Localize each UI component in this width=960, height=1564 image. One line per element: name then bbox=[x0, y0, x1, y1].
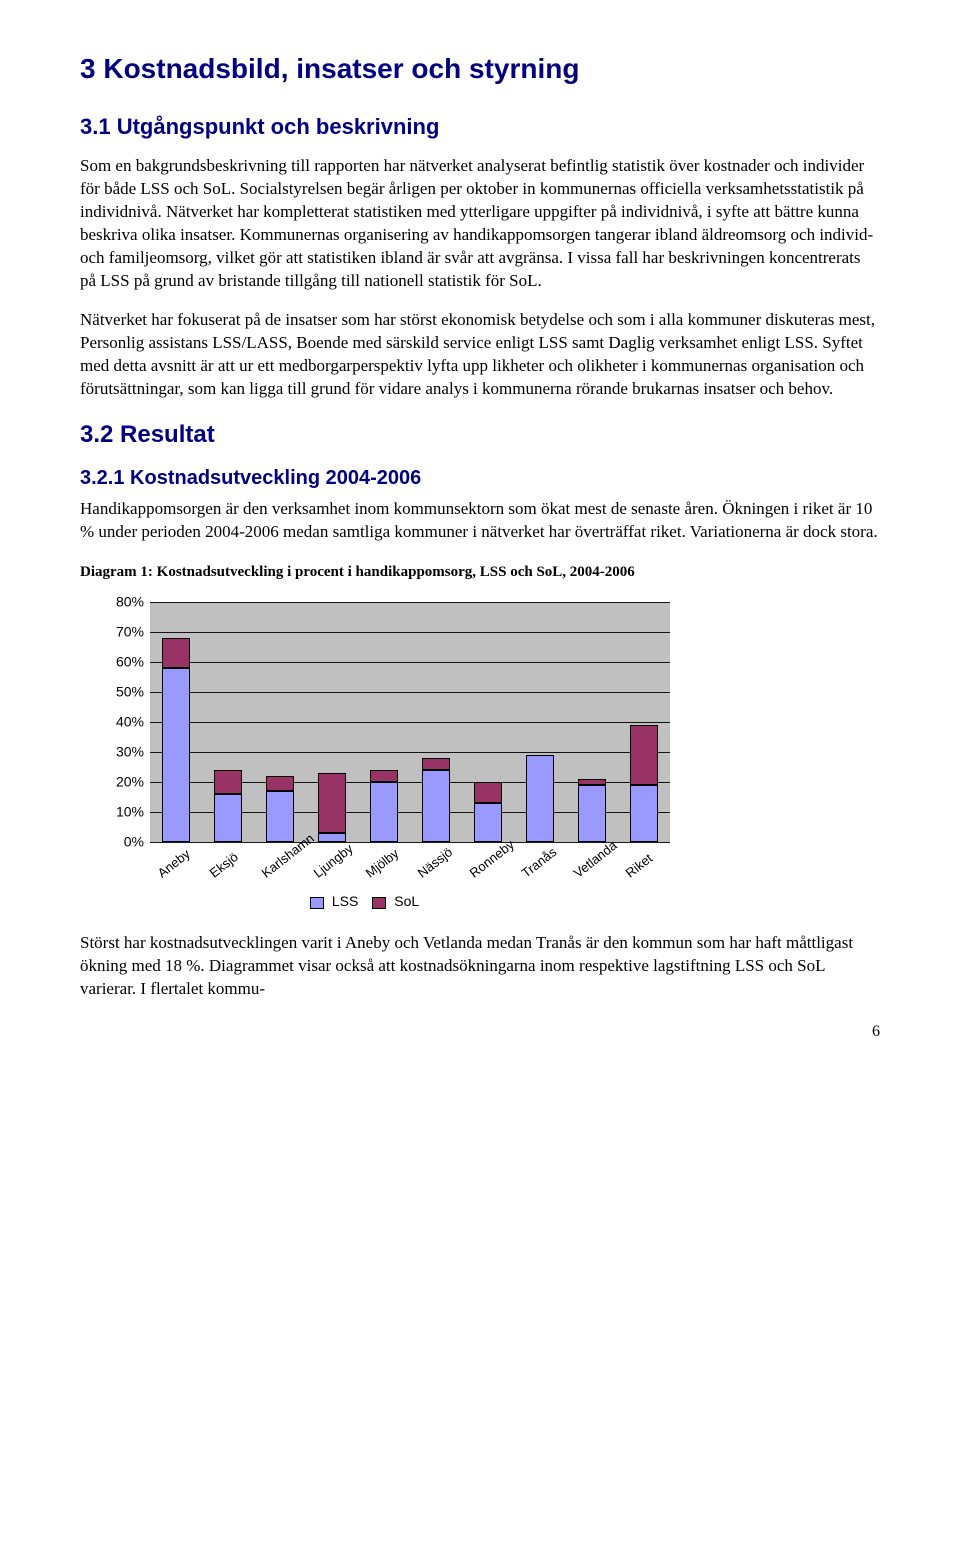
paragraph-1: Som en bakgrundsbeskrivning till rapport… bbox=[80, 155, 880, 293]
legend-item-sol: SoL bbox=[372, 892, 419, 911]
legend-swatch-sol bbox=[372, 897, 386, 909]
chart-y-tick: 10% bbox=[80, 803, 144, 822]
chart-y-tick: 70% bbox=[80, 623, 144, 642]
chart-x-label: Mjölby bbox=[362, 845, 402, 882]
paragraph-2: Nätverket har fokuserat på de insatser s… bbox=[80, 309, 880, 401]
chart-legend: LSS SoL bbox=[310, 892, 419, 911]
paragraph-4: Störst har kostnadsutvecklingen varit i … bbox=[80, 932, 880, 1001]
legend-swatch-lss bbox=[310, 897, 324, 909]
chart-y-tick: 30% bbox=[80, 743, 144, 762]
chart-y-tick: 0% bbox=[80, 833, 144, 852]
chart: 0%10%20%30%40%50%60%70%80% AnebyEksjöKar… bbox=[80, 592, 720, 912]
chart-x-label: Nässjö bbox=[414, 844, 456, 882]
heading-3b: 3.2.1 Kostnadsutveckling 2004-2006 bbox=[80, 465, 880, 492]
chart-container: 0%10%20%30%40%50%60%70%80% AnebyEksjöKar… bbox=[80, 592, 880, 912]
chart-y-tick: 40% bbox=[80, 713, 144, 732]
legend-label-sol: SoL bbox=[394, 893, 419, 909]
chart-plot-area bbox=[150, 602, 670, 842]
chart-y-tick: 80% bbox=[80, 593, 144, 612]
heading-3: 3.2 Resultat bbox=[80, 419, 880, 451]
chart-x-label: Riket bbox=[622, 850, 656, 882]
heading-2: 3.1 Utgångspunkt och beskrivning bbox=[80, 112, 880, 142]
legend-label-lss: LSS bbox=[332, 893, 358, 909]
chart-y-tick: 50% bbox=[80, 683, 144, 702]
chart-x-labels: AnebyEksjöKarlshamnLjungbyMjölbyNässjöRo… bbox=[150, 848, 670, 898]
chart-x-label: Tranås bbox=[518, 844, 560, 882]
chart-x-label: Aneby bbox=[154, 846, 194, 883]
page-number: 6 bbox=[80, 1021, 880, 1043]
heading-1: 3 Kostnadsbild, insatser och styrning bbox=[80, 50, 880, 88]
chart-caption: Diagram 1: Kostnadsutveckling i procent … bbox=[80, 562, 880, 582]
chart-y-tick: 60% bbox=[80, 653, 144, 672]
chart-x-label: Eksjö bbox=[206, 849, 242, 882]
chart-x-label: Vetlanda bbox=[570, 837, 621, 882]
chart-y-tick: 20% bbox=[80, 773, 144, 792]
legend-item-lss: LSS bbox=[310, 892, 358, 911]
paragraph-3: Handikappomsorgen är den verksamhet inom… bbox=[80, 498, 880, 544]
chart-x-label: Ljungby bbox=[310, 840, 357, 882]
